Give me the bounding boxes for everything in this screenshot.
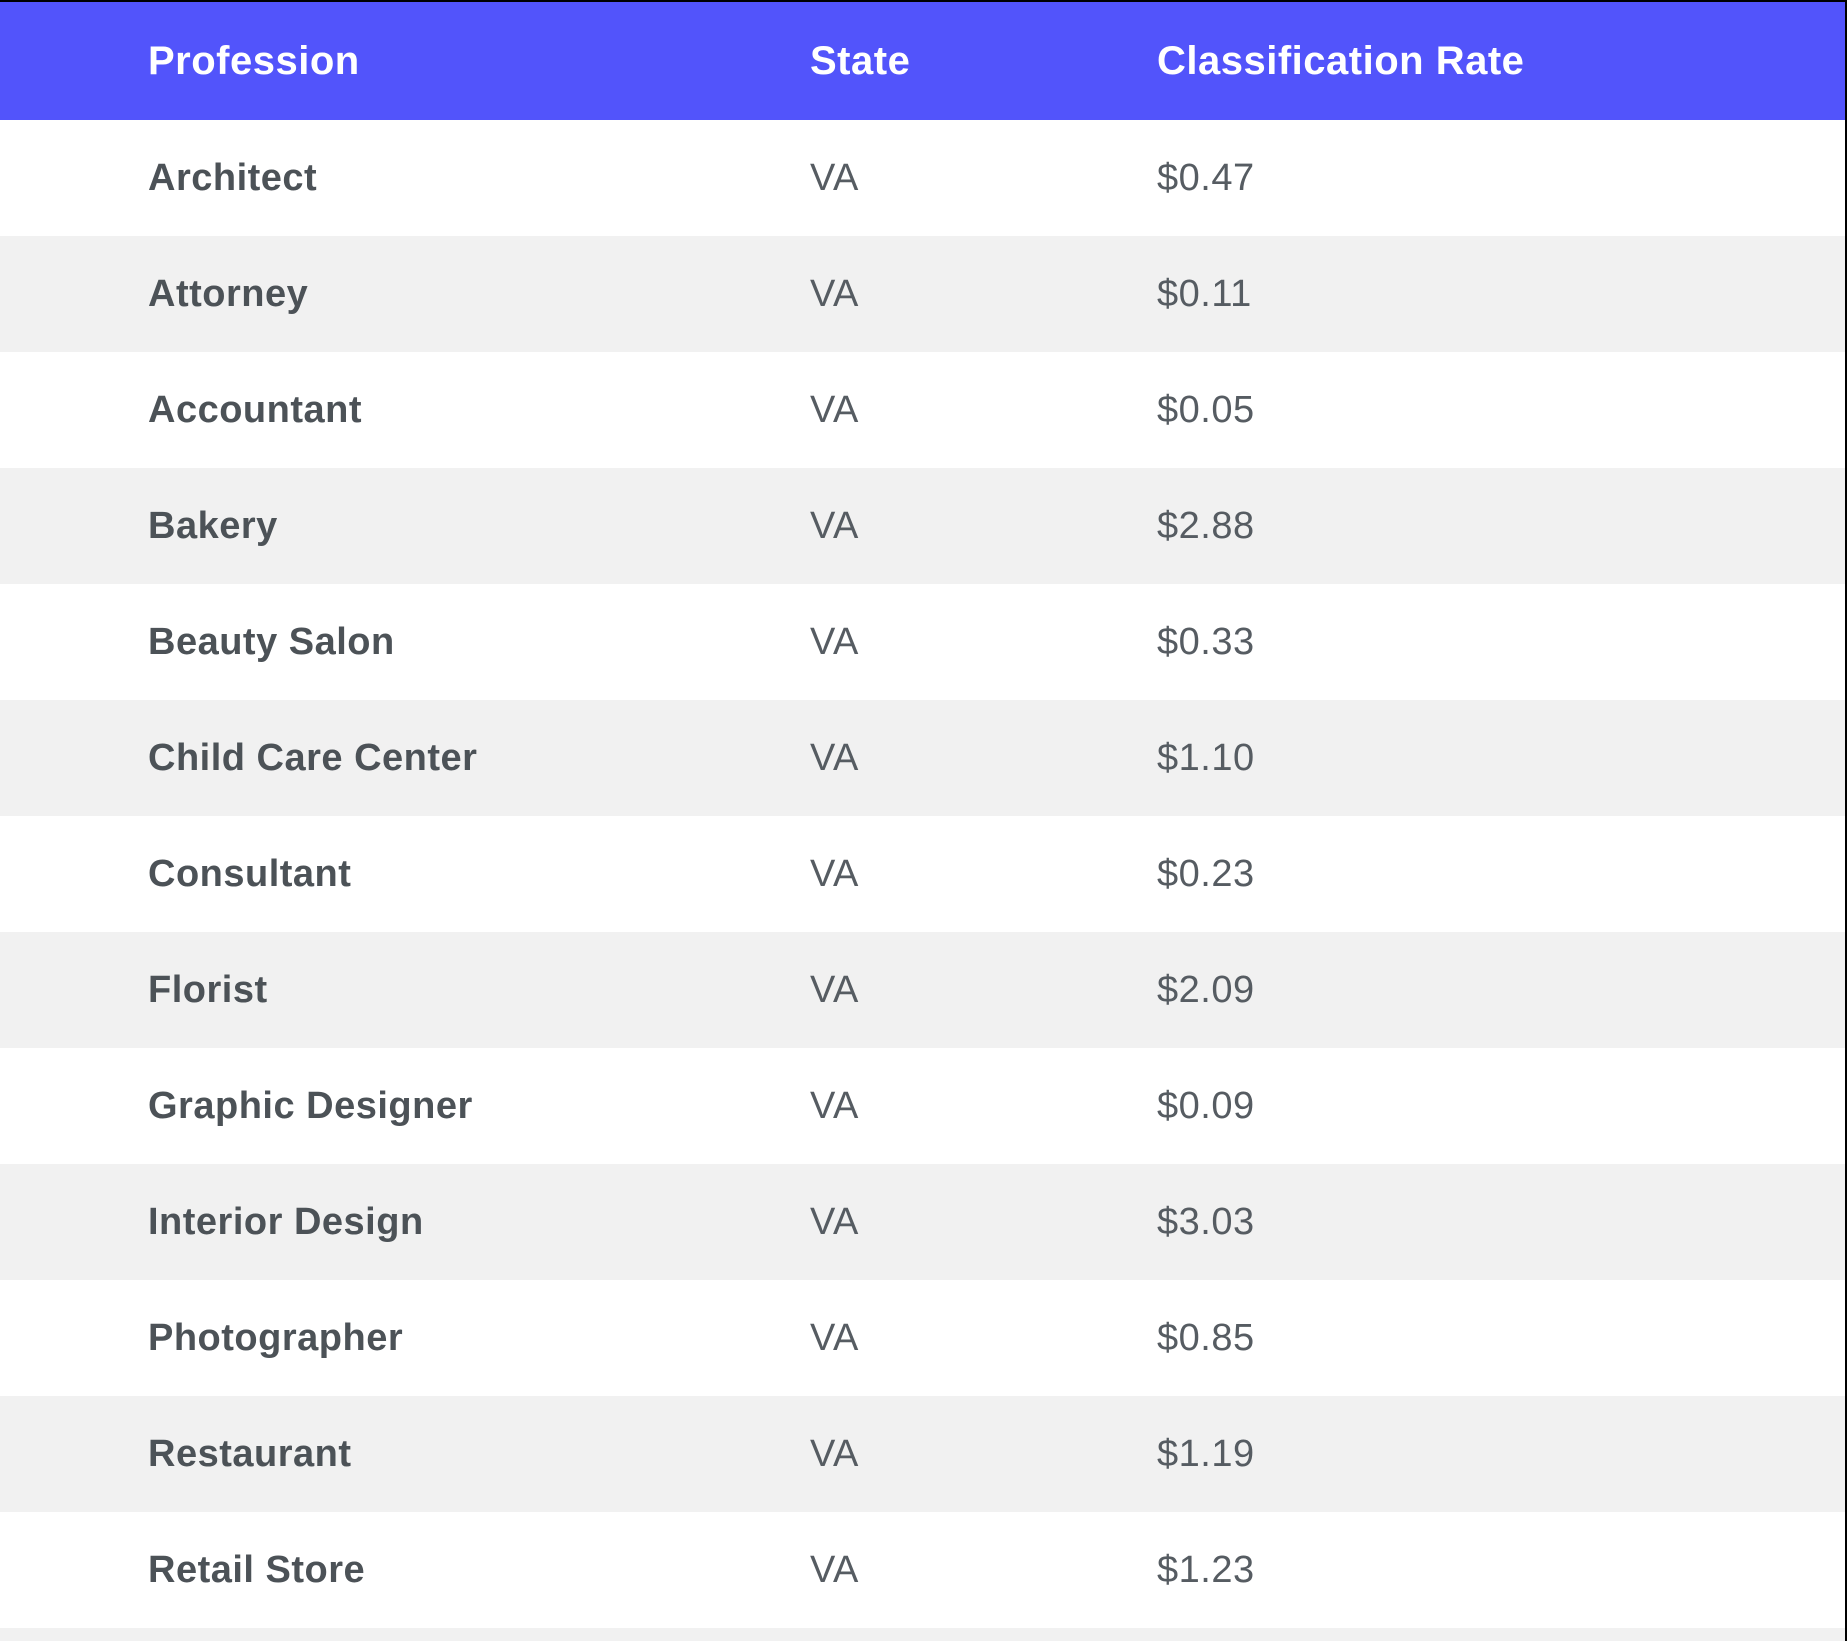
row-state-cell: VA [810,504,859,547]
row-profession-cell: Accountant [148,388,362,431]
row-profession-cell: Child Care Center [148,736,478,779]
table-row: Bakery VA $2.88 [0,468,1845,584]
table-row: Consultant VA $0.23 [0,816,1845,932]
row-state-cell: VA [810,968,859,1011]
row-rate-cell: $0.23 [1157,852,1255,895]
row-state-cell: VA [810,1200,859,1243]
table-row: Attorney VA $0.11 [0,236,1845,352]
row-profession-cell: Architect [148,156,318,199]
row-profession-cell: Graphic Designer [148,1084,473,1127]
row-rate-cell: $2.88 [1157,504,1255,547]
row-state-cell: VA [810,1084,859,1127]
row-state-cell: VA [810,852,859,895]
table-row: Beauty Salon VA $0.33 [0,584,1845,700]
row-state-cell: VA [810,620,859,663]
table-row: Child Care Center VA $1.10 [0,700,1845,816]
row-profession-cell: Florist [148,968,268,1011]
row-rate-cell: $0.11 [1157,272,1252,315]
row-state-cell: VA [810,156,859,199]
row-state-cell: VA [810,1548,859,1591]
table-row: Photographer VA $0.85 [0,1280,1845,1396]
table-row: Interior Design VA $3.03 [0,1164,1845,1280]
row-rate-cell: $2.09 [1157,968,1255,1011]
table-row-partial [0,1628,1845,1641]
table-body: Architect VA $0.47 Attorney VA $0.11 Accountan… [0,120,1845,1628]
row-rate-cell: $1.23 [1157,1548,1255,1591]
table-row: Accountant VA $0.05 [0,352,1845,468]
row-rate-cell: $1.19 [1157,1432,1255,1475]
row-state-cell: VA [810,1316,859,1359]
row-state-cell: VA [810,1432,859,1475]
row-rate-cell: $1.10 [1157,736,1255,779]
table-row: Graphic Designer VA $0.09 [0,1048,1845,1164]
row-state-cell: VA [810,736,859,779]
row-profession-cell: Interior Design [148,1200,424,1243]
row-profession-cell: Retail Store [148,1548,366,1591]
row-profession-cell: Consultant [148,852,352,895]
row-rate-cell: $0.33 [1157,620,1255,663]
column-header-state: State [810,38,911,83]
row-rate-cell: $3.03 [1157,1200,1255,1243]
column-header-profession: Profession [148,38,360,83]
row-rate-cell: $0.47 [1157,156,1255,199]
table-row: Florist VA $2.09 [0,932,1845,1048]
row-rate-cell: $0.09 [1157,1084,1255,1127]
table-row: Restaurant VA $1.19 [0,1396,1845,1512]
row-profession-cell: Beauty Salon [148,620,395,663]
row-profession-cell: Bakery [148,504,278,547]
table-header-row: Profession State Classification Rate [0,2,1845,120]
row-rate-cell: $0.05 [1157,388,1255,431]
table-row: Retail Store VA $1.23 [0,1512,1845,1628]
column-header-classification-rate: Classification Rate [1157,38,1525,83]
table-row: Architect VA $0.47 [0,120,1845,236]
row-profession-cell: Restaurant [148,1432,352,1475]
row-profession-cell: Photographer [148,1316,404,1359]
row-profession-cell: Attorney [148,272,309,315]
row-state-cell: VA [810,388,859,431]
row-rate-cell: $0.85 [1157,1316,1255,1359]
row-state-cell: VA [810,272,859,315]
